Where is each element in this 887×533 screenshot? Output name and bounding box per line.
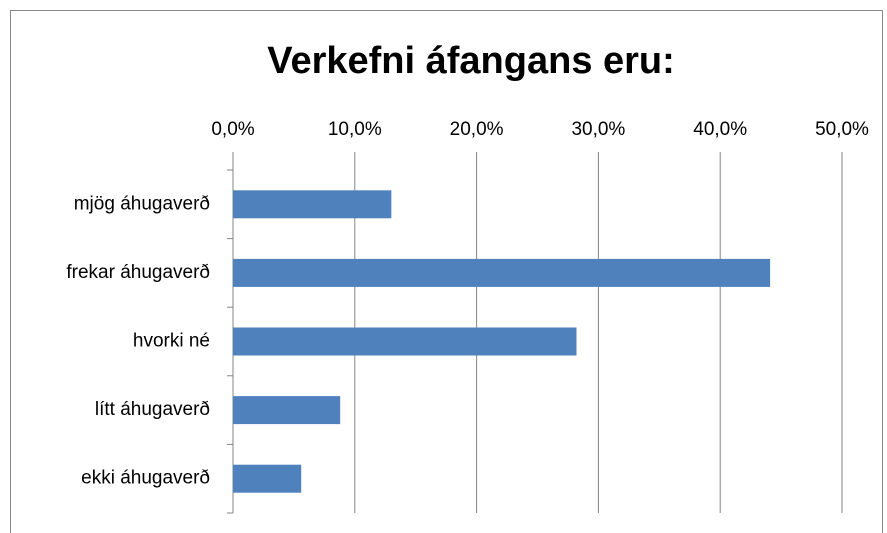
y-tick-label: ekki áhugaverð <box>81 468 210 489</box>
x-tick-label: 30,0% <box>571 119 625 140</box>
x-tick-label: 10,0% <box>328 119 382 140</box>
x-tick-label: 40,0% <box>693 119 747 140</box>
y-tick-label: mjög áhugaverð <box>74 193 210 214</box>
x-tick-label: 0,0% <box>211 119 254 140</box>
chart-title: Verkefni áfangans eru: <box>267 40 675 82</box>
bar <box>233 258 771 287</box>
bar <box>233 327 577 356</box>
y-tick-label: lítt áhugaverð <box>95 399 210 420</box>
y-tick-label: frekar áhugaverð <box>66 262 210 283</box>
x-tick-label: 50,0% <box>815 119 869 140</box>
chart-frame <box>10 10 883 533</box>
bar <box>233 190 392 219</box>
y-tick-label: hvorki né <box>133 331 210 352</box>
bar <box>233 396 341 425</box>
bar <box>233 464 302 493</box>
x-tick-label: 20,0% <box>450 119 504 140</box>
